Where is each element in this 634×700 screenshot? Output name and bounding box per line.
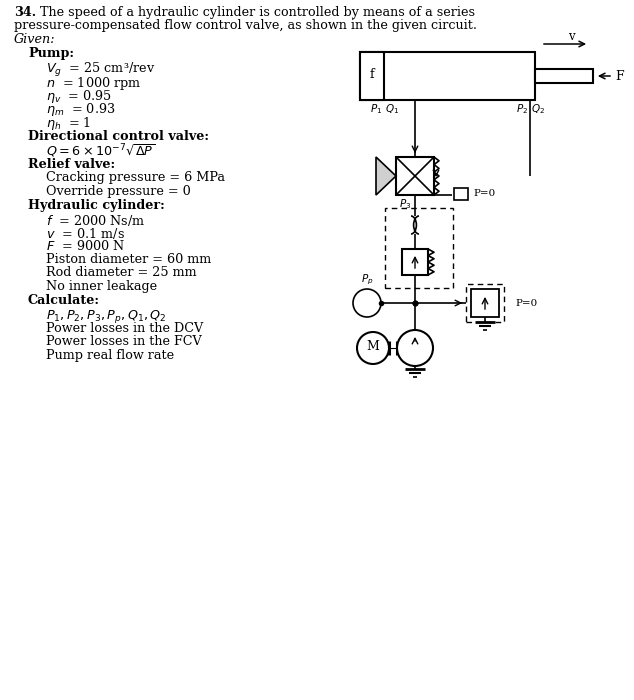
Text: Rod diameter = 25 mm: Rod diameter = 25 mm	[46, 267, 197, 279]
Text: Pump real flow rate: Pump real flow rate	[46, 349, 174, 361]
Text: $P_3$: $P_3$	[399, 197, 411, 211]
Bar	[396, 157, 434, 195]
Text: Relief valve:: Relief valve:	[28, 158, 115, 171]
Text: $V_g$  = 25 cm³/rev: $V_g$ = 25 cm³/rev	[46, 61, 155, 79]
Text: $P_1, P_2, P_3, P_p, Q_1, Q_2$: $P_1, P_2, P_3, P_p, Q_1, Q_2$	[46, 308, 166, 325]
Text: Given:: Given:	[14, 33, 56, 46]
Text: $\eta_m$  = 0.93: $\eta_m$ = 0.93	[46, 102, 115, 118]
Text: P=0: P=0	[473, 188, 495, 197]
Text: M: M	[366, 340, 379, 354]
Text: Cracking pressure = 6 MPa: Cracking pressure = 6 MPa	[46, 171, 225, 184]
Bar	[360, 52, 384, 100]
Text: Directional control valve:: Directional control valve:	[28, 130, 209, 143]
Text: F: F	[615, 69, 624, 83]
Bar	[454, 188, 468, 200]
Bar	[466, 284, 504, 322]
Text: $f$  = 2000 Ns/m: $f$ = 2000 Ns/m	[46, 213, 145, 228]
Text: f: f	[370, 67, 374, 80]
Circle shape	[357, 332, 389, 364]
Text: $\eta_v$  = 0.95: $\eta_v$ = 0.95	[46, 88, 112, 105]
Bar	[360, 52, 535, 100]
Text: $v$  = 0.1 m/s: $v$ = 0.1 m/s	[46, 226, 125, 241]
Text: $Q_2$: $Q_2$	[531, 102, 545, 116]
Polygon shape	[376, 157, 396, 195]
Bar	[402, 249, 428, 275]
Text: v: v	[567, 30, 574, 43]
Circle shape	[353, 289, 381, 317]
Text: $F$  = 9000 N: $F$ = 9000 N	[46, 239, 126, 253]
Bar	[471, 289, 499, 317]
Text: Override pressure = 0: Override pressure = 0	[46, 185, 191, 197]
Text: Pump:: Pump:	[28, 48, 74, 60]
Text: Power losses in the FCV: Power losses in the FCV	[46, 335, 202, 348]
Circle shape	[397, 330, 433, 366]
Text: $P_2$: $P_2$	[516, 102, 528, 116]
Text: Power losses in the DCV: Power losses in the DCV	[46, 321, 204, 335]
Text: $\eta_h$  = 1: $\eta_h$ = 1	[46, 115, 91, 132]
Text: Hydraulic cylinder:: Hydraulic cylinder:	[28, 199, 165, 212]
Text: Calculate:: Calculate:	[28, 295, 100, 307]
Text: The speed of a hydraulic cylinder is controlled by means of a series: The speed of a hydraulic cylinder is con…	[40, 6, 475, 19]
Bar	[385, 208, 453, 288]
Text: $Q_1$: $Q_1$	[385, 102, 399, 116]
Text: Piston diameter = 60 mm: Piston diameter = 60 mm	[46, 253, 211, 266]
Text: pressure-compensated flow control valve, as shown in the given circuit.: pressure-compensated flow control valve,…	[14, 20, 477, 32]
Text: $P_1$: $P_1$	[370, 102, 382, 116]
Text: No inner leakage: No inner leakage	[46, 280, 157, 293]
Text: $n$  = 1000 rpm: $n$ = 1000 rpm	[46, 74, 141, 92]
Text: $P_p$: $P_p$	[361, 272, 373, 287]
Bar	[535, 69, 593, 83]
Text: 34.: 34.	[14, 6, 36, 19]
Text: $Q = 6 \times 10^{-7}\sqrt{\Delta P}$: $Q = 6 \times 10^{-7}\sqrt{\Delta P}$	[46, 143, 155, 160]
Text: P=0: P=0	[515, 298, 537, 307]
